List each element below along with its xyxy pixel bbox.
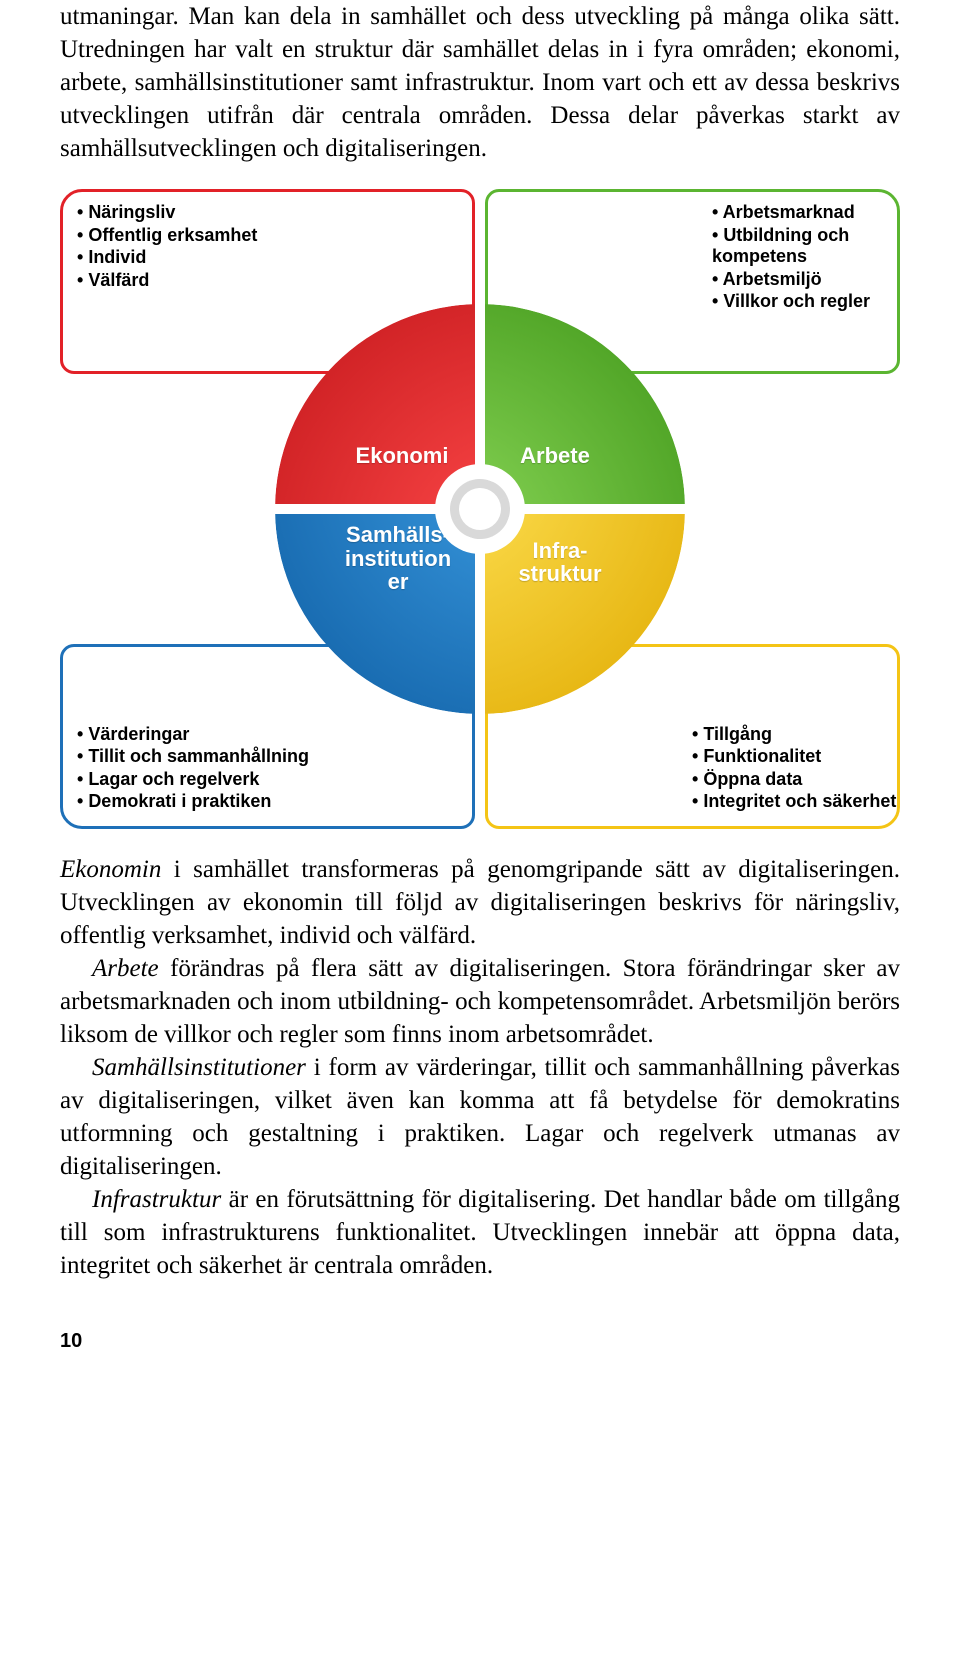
bullet: Arbetsmiljö (712, 269, 885, 291)
bullet: Offentlig erksamhet (77, 225, 460, 247)
bullet: Demokrati i praktiken (77, 791, 309, 813)
pie-chart: Ekonomi Arbete Samhälls-institutioner In… (275, 304, 685, 714)
bullet: Öppna data (692, 769, 896, 791)
bullet: Värderingar (77, 724, 309, 746)
intro-paragraph: utmaningar. Man kan dela in samhället oc… (60, 0, 900, 165)
paragraph-samhalls: Samhällsinstitutioner i form av värderin… (60, 1051, 900, 1183)
quadrant-diagram: Näringsliv Offentlig erksamhet Individ V… (60, 189, 900, 829)
bullet: Individ (77, 247, 460, 269)
cycle-icon (435, 464, 525, 554)
bullet: Integritet och säkerhet (692, 791, 896, 813)
em-samhalls: Samhällsinstitutioner (92, 1054, 306, 1081)
pie-label-ekonomi: Ekonomi (327, 444, 477, 468)
bullet: Villkor och regler (712, 291, 885, 313)
paragraph-ekonomi: Ekonomin i samhället transformeras på ge… (60, 853, 900, 952)
bullet: Tillit och sammanhållning (77, 746, 309, 768)
em-ekonomi: Ekonomin (60, 856, 161, 883)
page-number: 10 (60, 1330, 900, 1353)
paragraph-infra: Infrastruktur är en förutsättning för di… (60, 1183, 900, 1282)
bullet: Lagar och regelverk (77, 769, 309, 791)
bullet: Arbetsmarknad (712, 202, 885, 224)
pie-label-infra: Infra-struktur (485, 539, 635, 587)
em-arbete: Arbete (92, 955, 159, 982)
bullet: Näringsliv (77, 202, 460, 224)
bullet: Välfärd (77, 270, 460, 292)
em-infra: Infrastruktur (92, 1186, 221, 1213)
bullet: Utbildning och kompetens (712, 225, 885, 268)
paragraph-arbete: Arbete förändras på flera sätt av digita… (60, 952, 900, 1051)
pie-label-arbete: Arbete (485, 444, 625, 468)
bullet: Funktionalitet (692, 746, 896, 768)
bullet: Tillgång (692, 724, 896, 746)
